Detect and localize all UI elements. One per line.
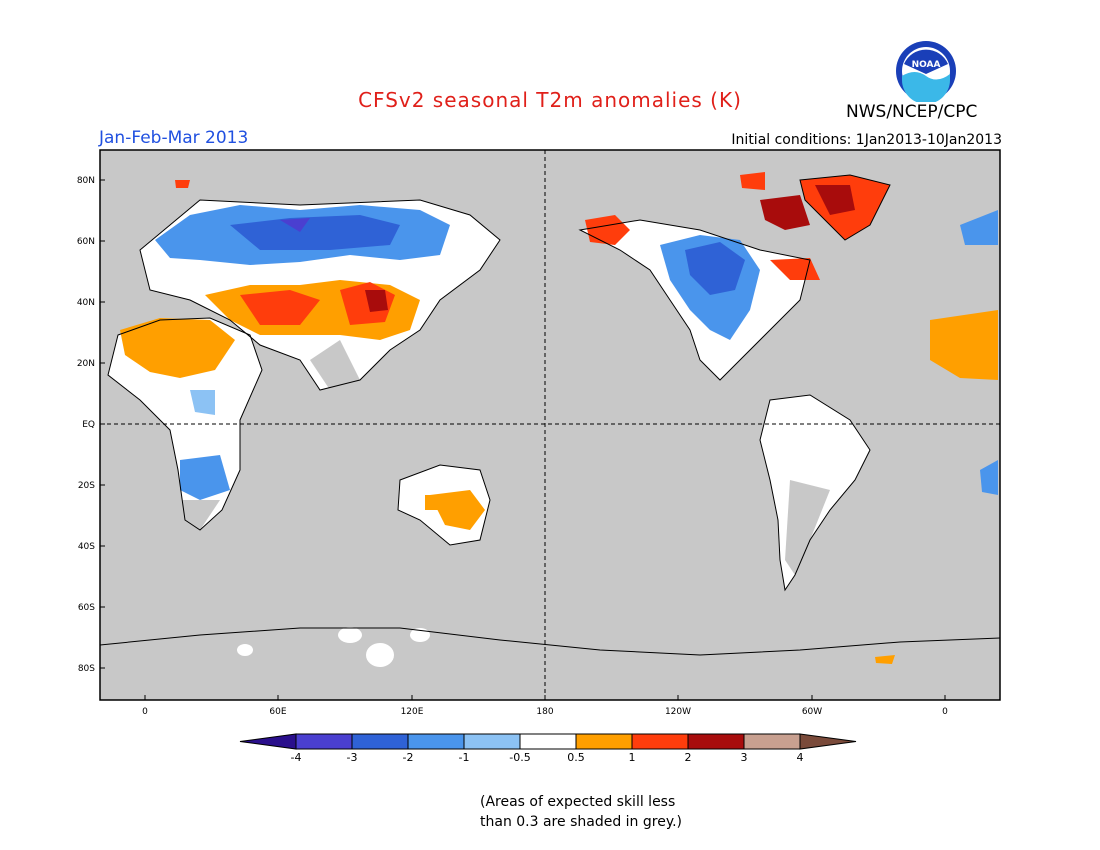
colorbar-segment xyxy=(575,733,633,750)
lon-label: 120W xyxy=(665,707,691,717)
colorbar-tick-label: -0.5 xyxy=(509,751,530,764)
longitude-labels: 0 60E 120E 180 120W 60W 0 xyxy=(142,707,948,717)
colorbar-segment xyxy=(295,733,353,750)
cold-north-america-core xyxy=(685,242,745,295)
cold-anomalies xyxy=(155,205,998,500)
noaa-logo: NOAA xyxy=(896,41,956,102)
grey-south-africa xyxy=(180,500,220,530)
colorbar-tick-label: 3 xyxy=(741,751,748,764)
colorbar-tick-label: 0.5 xyxy=(567,751,585,764)
warm-australia xyxy=(430,490,485,530)
lat-label: 20S xyxy=(78,481,95,491)
noaa-logo-wave xyxy=(902,72,950,102)
colorbar-segment xyxy=(351,733,409,750)
colorbar-tick-label: -3 xyxy=(347,751,358,764)
colorbar-tick-label: -2 xyxy=(403,751,414,764)
colorbar-segment xyxy=(687,733,745,750)
lat-label: EQ xyxy=(82,420,95,430)
cold-europe-right xyxy=(960,210,998,245)
lat-label: 80N xyxy=(77,176,95,186)
chart-title: CFSv2 seasonal T2m anomalies (K) xyxy=(358,88,742,112)
warm-east-canada xyxy=(770,258,820,280)
coast-south-america xyxy=(759,394,871,592)
warm-china-core xyxy=(365,290,388,312)
lat-label: 40N xyxy=(77,298,95,308)
colorbar-arrow-high xyxy=(799,733,857,750)
noaa-logo-bird xyxy=(904,49,948,74)
land-antarctica-patch xyxy=(366,643,394,667)
lon-label: 60E xyxy=(269,707,286,717)
cold-siberia-core xyxy=(230,215,400,250)
colorbar xyxy=(239,733,857,750)
lat-label: 20N xyxy=(77,359,95,369)
warm-svalbard xyxy=(175,180,190,188)
forecast-period: Jan-Feb-Mar 2013 xyxy=(99,128,249,148)
skill-note: (Areas of expected skill less than 0.3 a… xyxy=(480,792,682,832)
lat-label: 80S xyxy=(78,664,95,674)
colorbar-segment xyxy=(743,733,801,750)
colorbar-tick-label: -4 xyxy=(291,751,302,764)
initial-conditions: Initial conditions: 1Jan2013-10Jan2013 xyxy=(731,132,1002,148)
cold-africa-right xyxy=(980,460,998,495)
cold-south-africa xyxy=(180,455,230,500)
warm-australia-west xyxy=(425,495,440,510)
grey-india xyxy=(310,340,360,390)
lon-label: 0 xyxy=(942,707,948,717)
warm-sahara-right xyxy=(930,310,998,380)
warm-anomalies xyxy=(120,172,998,664)
warm-arctic-canada xyxy=(740,172,765,190)
noaa-logo-text: NOAA xyxy=(912,60,941,70)
coast-north-america xyxy=(578,219,811,381)
colorbar-tick-label: 1 xyxy=(629,751,636,764)
skill-note-line: than 0.3 are shaded in grey.) xyxy=(480,814,683,830)
colorbar-segment xyxy=(631,733,689,750)
grey-south-america xyxy=(785,480,830,575)
lon-label: 60W xyxy=(802,707,822,717)
warm-baffin xyxy=(760,195,810,230)
colorbar-arrow-low xyxy=(239,733,297,750)
colorbar-segment xyxy=(463,733,521,750)
land-antarctica-patch xyxy=(237,644,253,656)
colorbar-segment xyxy=(407,733,465,750)
warm-greenland-core xyxy=(815,185,855,215)
lat-label: 40S xyxy=(78,542,95,552)
coast-africa xyxy=(107,317,263,531)
colorbar-tick-label: 2 xyxy=(685,751,692,764)
low-skill-areas xyxy=(180,340,830,575)
land-antarctica-patch xyxy=(338,627,362,643)
lat-label: 60N xyxy=(77,237,95,247)
cold-siberia-strong xyxy=(280,218,310,232)
warm-alaska xyxy=(585,215,630,245)
warm-iran xyxy=(240,290,320,325)
colorbar-segment xyxy=(519,733,577,750)
lon-label: 180 xyxy=(536,707,553,717)
coast-eurasia xyxy=(139,199,501,391)
agency-label: NWS/NCEP/CPC xyxy=(846,102,978,122)
skill-note-line: (Areas of expected skill less xyxy=(480,794,676,810)
latitude-labels: 80N 60N 40N 20N EQ 20S 40S 60S 80S xyxy=(77,176,95,674)
warm-antarctic-peninsula xyxy=(875,655,895,664)
lon-label: 0 xyxy=(142,707,148,717)
colorbar-labels: -4 -3 -2 -1 -0.5 0.5 1 2 3 4 xyxy=(291,751,804,764)
coast-greenland xyxy=(799,174,891,241)
map-frame xyxy=(99,149,1001,701)
coast-antarctica xyxy=(99,627,1001,656)
colorbar-tick-label: -1 xyxy=(459,751,470,764)
lat-label: 60S xyxy=(78,603,95,613)
coastlines xyxy=(99,174,1001,656)
cold-east-africa xyxy=(190,390,215,415)
colorbar-tick-label: 4 xyxy=(797,751,804,764)
axis-ticks xyxy=(100,179,946,700)
lon-label: 120E xyxy=(401,707,424,717)
coast-australia xyxy=(397,464,491,546)
warm-sahara xyxy=(120,318,235,378)
